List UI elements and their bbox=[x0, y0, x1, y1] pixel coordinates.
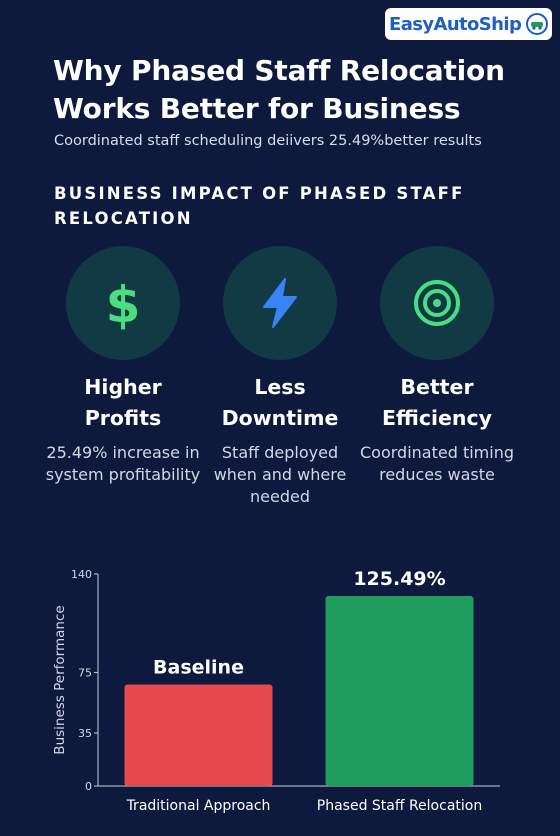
y-tick-label: 0 bbox=[85, 780, 92, 793]
bar-data-label: Baseline bbox=[153, 657, 244, 679]
brand-logo[interactable]: EasyAutoShip bbox=[385, 8, 552, 40]
x-tick-label: Phased Staff Relocation bbox=[317, 798, 482, 814]
y-tick-label: 75 bbox=[78, 666, 92, 679]
feature-card-profits: $ Higher Profits 25.49% increase in syst… bbox=[43, 246, 203, 486]
feature-description: 25.49% increase in system profitability bbox=[45, 443, 201, 484]
lightning-icon bbox=[263, 278, 297, 328]
feature-title: Less Downtime bbox=[221, 375, 339, 430]
dollar-icon: $ bbox=[106, 276, 141, 333]
brand-name: EasyAutoShip bbox=[389, 13, 522, 35]
svg-text:$: $ bbox=[106, 276, 141, 333]
page-subtitle: Coordinated staff scheduling deiivers 25… bbox=[54, 133, 482, 149]
y-tick-label: 35 bbox=[78, 727, 92, 740]
feature-icon-circle bbox=[223, 246, 337, 360]
section-title: BUSINESS IMPACT OF PHASED STAFF RELOCATI… bbox=[54, 184, 465, 228]
feature-title: Higher Profits bbox=[84, 375, 162, 430]
page-title: Why Phased Staff Relocation Works Better… bbox=[53, 54, 505, 125]
feature-description: Staff deployed when and where needed bbox=[213, 443, 347, 506]
bar-chart: 0 35 75 140 Business Performance Baseline Trad… bbox=[52, 568, 500, 814]
bar-data-label: 125.49% bbox=[353, 568, 445, 590]
feature-description: Coordinated timing reduces waste bbox=[360, 443, 514, 484]
target-icon bbox=[414, 280, 460, 326]
feature-title: Better Efficiency bbox=[381, 375, 493, 430]
bar bbox=[124, 684, 273, 786]
feature-card-downtime: Less Downtime Staff deployed when and wh… bbox=[200, 246, 360, 508]
feature-icon-circle: $ bbox=[66, 246, 180, 360]
feature-card-efficiency: Better Efficiency Coordinated timing red… bbox=[357, 246, 517, 486]
car-badge-icon bbox=[526, 13, 548, 35]
feature-icon-circle bbox=[380, 246, 494, 360]
y-tick-label: 140 bbox=[71, 568, 92, 581]
x-tick-label: Traditional Approach bbox=[126, 798, 271, 814]
y-axis-label: Business Performance bbox=[52, 605, 68, 754]
bar bbox=[325, 595, 474, 786]
